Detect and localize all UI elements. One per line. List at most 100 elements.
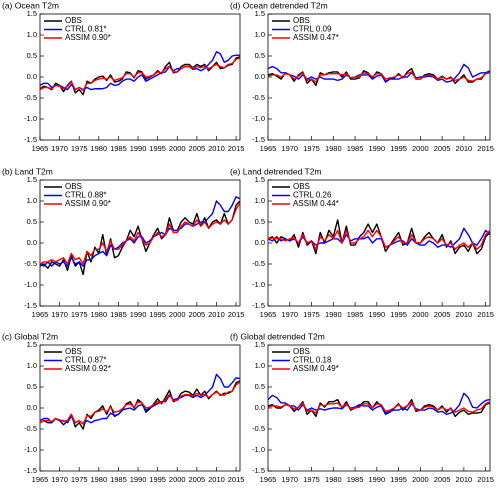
- y-tick-label: 0.5: [255, 51, 265, 60]
- legend-label: ASSIM 0.44*: [293, 199, 339, 208]
- series-line: [39, 202, 241, 265]
- x-tick-label: 2015: [228, 144, 245, 153]
- x-tick-label: 2005: [434, 310, 451, 319]
- y-tick-label: 0.0: [255, 72, 265, 81]
- y-tick-label: 1.5: [255, 175, 265, 184]
- y-tick-label: -1.5: [24, 135, 37, 144]
- y-tick-label: -1.5: [252, 466, 265, 475]
- x-tick-label: 2000: [169, 310, 186, 319]
- panel-title: (e) Land detrended T2m: [230, 166, 322, 176]
- y-tick-label: -1.0: [24, 114, 37, 123]
- y-tick-label: -1.5: [252, 301, 265, 310]
- x-tick-label: 1995: [149, 310, 166, 319]
- x-tick-label: 2015: [477, 144, 494, 153]
- x-tick-label: 2010: [456, 310, 473, 319]
- panel-title: (b) Land T2m: [2, 166, 53, 176]
- legend-label: CTRL 0.87*: [65, 356, 107, 365]
- x-tick-label: 1970: [51, 475, 68, 484]
- x-tick-label: 1975: [303, 310, 320, 319]
- x-tick-label: 1985: [347, 475, 364, 484]
- legend-label: ASSIM 0.92*: [65, 364, 111, 373]
- y-tick-label: 1.0: [255, 196, 265, 205]
- y-tick-label: 0.5: [27, 217, 37, 226]
- x-tick-label: 1985: [110, 310, 127, 319]
- y-tick-label: 0.0: [255, 238, 265, 247]
- x-tick-label: 1980: [325, 144, 342, 153]
- x-tick-label: 1990: [130, 475, 147, 484]
- y-tick-label: -0.5: [252, 93, 265, 102]
- x-tick-label: 2015: [228, 310, 245, 319]
- y-tick-label: 1.0: [27, 30, 37, 39]
- y-tick-label: -1.0: [252, 280, 265, 289]
- x-tick-label: 1985: [347, 310, 364, 319]
- x-tick-label: 1975: [303, 475, 320, 484]
- panel-title: (f) Global detrended T2m: [230, 331, 325, 341]
- y-tick-label: 0.0: [255, 403, 265, 412]
- y-tick-label: -0.5: [252, 259, 265, 268]
- x-tick-label: 1980: [90, 144, 107, 153]
- x-tick-label: 2005: [434, 144, 451, 153]
- legend-label: ASSIM 0.90*: [65, 33, 111, 42]
- x-tick-label: 1980: [90, 475, 107, 484]
- x-tick-label: 1975: [71, 310, 88, 319]
- legend-label: ASSIM 0.47*: [293, 33, 339, 42]
- x-tick-label: 1980: [325, 310, 342, 319]
- legend-label: OBS: [293, 182, 310, 191]
- y-tick-label: 1.0: [255, 361, 265, 370]
- x-tick-label: 1965: [32, 144, 49, 153]
- y-tick-label: -0.5: [24, 259, 37, 268]
- x-tick-label: 1985: [110, 144, 127, 153]
- series-line: [39, 381, 241, 425]
- panel-title: (c) Global T2m: [2, 331, 58, 341]
- y-tick-label: -1.0: [252, 114, 265, 123]
- y-tick-label: 1.5: [27, 175, 37, 184]
- legend-label: CTRL 0.88*: [65, 191, 107, 200]
- x-tick-label: 2000: [412, 144, 429, 153]
- x-tick-label: 1985: [347, 144, 364, 153]
- legend-label: ASSIM 0.90*: [65, 199, 111, 208]
- y-tick-label: 1.5: [255, 9, 265, 18]
- x-tick-label: 2005: [189, 475, 206, 484]
- y-tick-label: 1.5: [255, 340, 265, 349]
- legend-label: OBS: [65, 16, 82, 25]
- y-tick-label: 0.5: [27, 51, 37, 60]
- legend-label: OBS: [293, 347, 310, 356]
- x-tick-label: 1970: [281, 310, 298, 319]
- x-tick-label: 2010: [456, 144, 473, 153]
- y-tick-label: 1.5: [27, 9, 37, 18]
- x-tick-label: 1990: [130, 144, 147, 153]
- legend-label: CTRL 0.81*: [65, 25, 107, 34]
- panel-title: (d) Ocean detrended T2m: [230, 0, 328, 10]
- y-tick-label: 0.5: [27, 382, 37, 391]
- x-tick-label: 1975: [71, 144, 88, 153]
- panel-title: (a) Ocean T2m: [2, 0, 59, 10]
- x-tick-label: 1980: [325, 475, 342, 484]
- x-tick-label: 1975: [303, 144, 320, 153]
- y-tick-label: -0.5: [252, 424, 265, 433]
- series-line: [267, 401, 491, 414]
- legend-label: CTRL 0.26: [293, 191, 332, 200]
- x-tick-label: 1990: [368, 310, 385, 319]
- x-tick-label: 2005: [189, 310, 206, 319]
- x-tick-label: 2000: [412, 475, 429, 484]
- y-tick-label: -1.0: [24, 280, 37, 289]
- x-tick-label: 1995: [149, 475, 166, 484]
- x-tick-label: 1965: [32, 475, 49, 484]
- y-tick-label: 1.0: [255, 30, 265, 39]
- y-tick-label: 0.5: [255, 382, 265, 391]
- x-tick-label: 1995: [390, 475, 407, 484]
- x-tick-label: 1995: [390, 310, 407, 319]
- legend-label: CTRL 0.09: [293, 25, 332, 34]
- y-tick-label: -0.5: [24, 424, 37, 433]
- y-tick-label: -1.0: [252, 445, 265, 454]
- x-tick-label: 1975: [71, 475, 88, 484]
- legend-label: OBS: [65, 182, 82, 191]
- series-line: [267, 229, 491, 250]
- x-tick-label: 2000: [169, 475, 186, 484]
- legend-label: OBS: [65, 347, 82, 356]
- x-tick-label: 1970: [281, 144, 298, 153]
- x-tick-label: 1965: [260, 310, 277, 319]
- y-tick-label: 0.0: [27, 72, 37, 81]
- series-line: [267, 71, 491, 83]
